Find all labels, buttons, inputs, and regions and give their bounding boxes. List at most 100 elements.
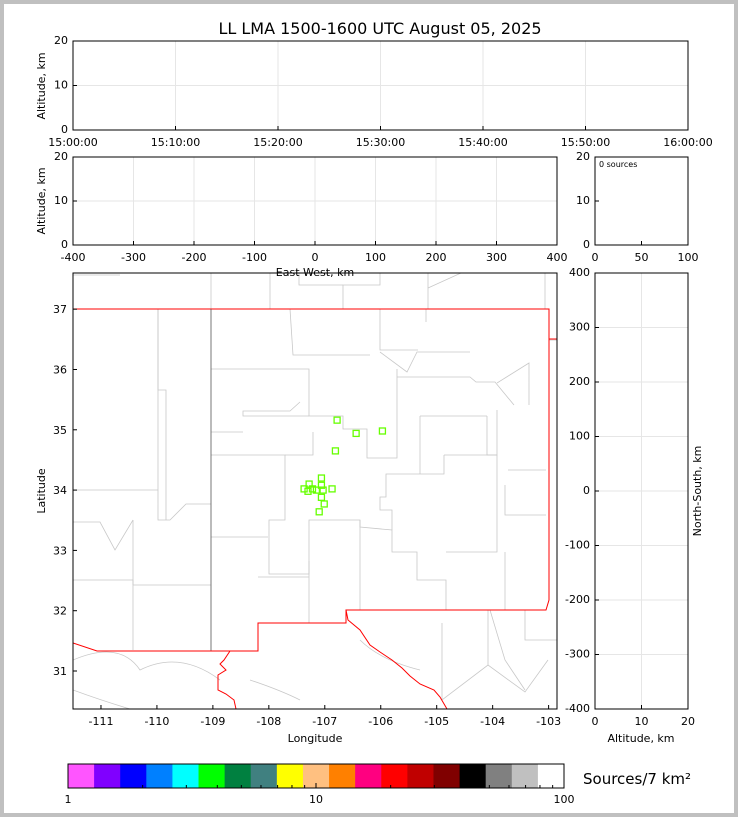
ew-xlabel: East-West, km: [276, 266, 354, 279]
y-tick-label: 0: [61, 238, 68, 251]
y-tick-label: 100: [569, 430, 590, 443]
county-boundary: [73, 651, 221, 681]
x-tick-label: -106: [368, 715, 393, 728]
county-boundary: [285, 432, 314, 456]
plan-ylabel: Latitude: [35, 468, 48, 514]
y-tick-label: 20: [54, 150, 68, 163]
x-tick-label: -105: [424, 715, 449, 728]
lightning-source-point: [320, 500, 328, 508]
lightning-source-point: [319, 486, 327, 494]
lightning-source-point: [331, 447, 340, 455]
county-boundary: [249, 679, 301, 701]
county-boundary: [157, 490, 211, 521]
colorbar-swatch: [485, 764, 513, 788]
panel-frame-plan-view: [72, 272, 558, 710]
county-boundary: [342, 273, 381, 309]
county-boundary: [496, 362, 530, 405]
x-tick-label: 15:00:00: [48, 136, 97, 149]
x-tick-label: 0: [592, 251, 599, 264]
colorbar-tick-label: 100: [554, 793, 575, 806]
plan-xlabel: Longitude: [288, 732, 343, 745]
colorbar-swatch: [172, 764, 200, 788]
x-tick-label: -100: [242, 251, 267, 264]
county-boundary: [427, 273, 462, 289]
y-tick-label: 35: [53, 424, 67, 437]
county-boundary: [157, 309, 167, 520]
x-tick-label: 0: [592, 715, 599, 728]
county-boundary: [504, 485, 546, 516]
lightning-source-point: [312, 486, 321, 494]
x-tick-label: -200: [182, 251, 207, 264]
lightning-source-point: [315, 508, 323, 516]
county-boundary: [298, 273, 343, 286]
x-tick-label: 15:40:00: [458, 136, 507, 149]
colorbar-swatch: [146, 764, 173, 788]
x-tick-label: 15:20:00: [253, 136, 302, 149]
y-tick-label: 32: [53, 605, 67, 618]
colorbar-swatch: [198, 764, 226, 788]
x-tick-label: 100: [365, 251, 386, 264]
county-boundary: [446, 485, 498, 553]
colorbar-label: Sources/7 km²: [583, 770, 691, 788]
lightning-source-point: [378, 427, 387, 435]
x-tick-label: 15:30:00: [356, 136, 405, 149]
x-tick-label: 16:00:00: [663, 136, 712, 149]
x-tick-label: -109: [200, 715, 225, 728]
x-tick-label: -108: [256, 715, 281, 728]
y-tick-label: 300: [569, 321, 590, 334]
y-tick-label: 10: [576, 194, 590, 207]
colorbar-swatch: [459, 764, 487, 788]
county-boundary: [379, 455, 445, 530]
y-tick-label: 10: [54, 79, 68, 92]
county-boundary: [524, 610, 557, 641]
ns-ylabel: North-South, km: [691, 446, 704, 537]
colorbar-swatch: [224, 764, 252, 788]
county-boundary: [379, 351, 470, 373]
colorbar-tick-label: 1: [65, 793, 72, 806]
colorbar-swatch: [537, 764, 565, 788]
y-tick-label: -300: [565, 648, 590, 661]
county-boundary: [73, 519, 134, 551]
panel-frame-height-hist: [594, 156, 689, 246]
county-boundary: [359, 639, 421, 671]
county-boundary: [289, 308, 370, 356]
x-tick-label: -104: [480, 715, 505, 728]
x-tick-label: 15:10:00: [151, 136, 200, 149]
y-tick-label: 0: [583, 238, 590, 251]
colorbar-swatch: [329, 764, 356, 788]
x-tick-label: -107: [312, 715, 337, 728]
x-tick-label: -110: [144, 715, 169, 728]
x-tick-label: 15:50:00: [561, 136, 610, 149]
time-ylabel: Altitude, km: [35, 52, 48, 119]
colorbar-swatch: [355, 764, 382, 788]
lightning-source-point: [308, 485, 317, 493]
colorbar-swatch: [68, 764, 95, 788]
ns-xlabel: Altitude, km: [607, 732, 674, 745]
x-tick-label: -103: [536, 715, 561, 728]
y-tick-label: 200: [569, 375, 590, 388]
lightning-source-point: [317, 474, 326, 482]
lightning-source-point: [317, 481, 326, 489]
y-tick-label: 37: [53, 303, 67, 316]
y-tick-label: -200: [565, 593, 590, 606]
county-boundary: [444, 410, 498, 456]
colorbar-swatch: [433, 764, 461, 788]
x-tick-label: 200: [426, 251, 447, 264]
lightning-source-point: [328, 485, 336, 493]
y-tick-label: 0: [61, 123, 68, 136]
y-tick-label: 20: [576, 150, 590, 163]
y-tick-label: -100: [565, 539, 590, 552]
colorbar-swatch: [407, 764, 434, 788]
x-tick-label: -400: [61, 251, 86, 264]
y-tick-label: 20: [54, 34, 68, 47]
county-boundary: [397, 376, 515, 406]
x-tick-label: 20: [681, 715, 695, 728]
county-boundary: [211, 368, 398, 459]
colorbar-tick-label: 10: [309, 793, 323, 806]
x-tick-label: -300: [121, 251, 146, 264]
mexico-border: [73, 610, 347, 652]
y-tick-label: 10: [54, 194, 68, 207]
panel-frame-time-height: [72, 40, 689, 131]
x-tick-label: 100: [678, 251, 699, 264]
